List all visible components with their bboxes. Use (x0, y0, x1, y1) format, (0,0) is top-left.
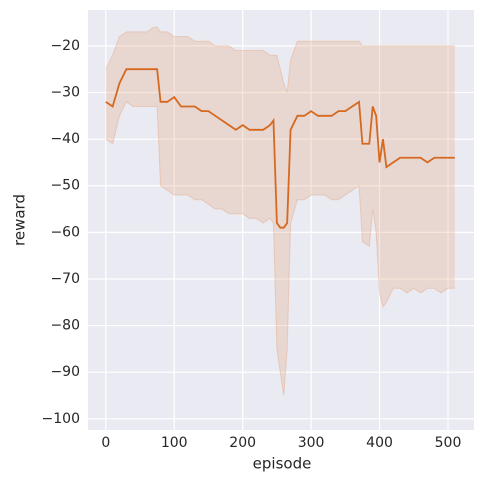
y-axis-label: reward (11, 194, 29, 246)
plot-area (88, 10, 474, 430)
x-tick-label: 300 (298, 435, 325, 451)
y-tick-label: −70 (50, 271, 80, 287)
y-tick-label: −40 (50, 131, 80, 147)
x-tick-label: 400 (366, 435, 393, 451)
y-tick-label: −20 (50, 38, 80, 54)
x-axis-label: episode (253, 455, 312, 473)
y-tick-label: −60 (50, 224, 80, 240)
y-tick-label: −80 (50, 318, 80, 334)
confidence-band (105, 27, 455, 396)
y-tick-label: −50 (50, 178, 80, 194)
y-tick-label: −30 (50, 85, 80, 101)
x-tick-label: 200 (229, 435, 256, 451)
x-tick-label: 500 (435, 435, 462, 451)
y-tick-label: −90 (50, 364, 80, 380)
x-tick-label: 100 (161, 435, 188, 451)
y-tick-label: −100 (42, 411, 80, 427)
mean-line (105, 68, 455, 229)
x-tick-label: 0 (101, 435, 110, 451)
band-edge (105, 26, 455, 93)
band-edge (105, 101, 455, 396)
